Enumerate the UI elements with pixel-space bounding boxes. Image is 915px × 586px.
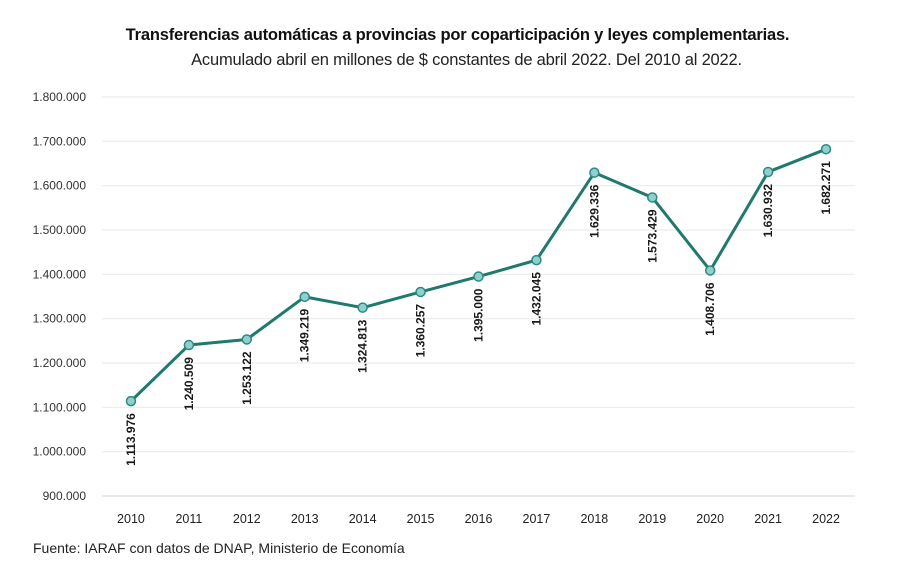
- data-label: 1.324.813: [356, 319, 370, 373]
- data-point-marker: [357, 302, 368, 313]
- source-note: Fuente: IARAF con datos de DNAP, Ministe…: [33, 540, 405, 556]
- data-label: 1.630.932: [761, 184, 775, 238]
- gridlines: [102, 96, 855, 497]
- y-tick-label: 1.800.000: [33, 90, 87, 104]
- data-label: 1.113.976: [124, 413, 138, 466]
- data-point-marker: [241, 334, 253, 345]
- data-label: 1.573.429: [645, 209, 659, 263]
- data-point-marker: [125, 395, 137, 407]
- y-tick-label: 1.700.000: [33, 134, 87, 148]
- data-labels: 1.113.976 1.240.509 1.253.122 1.349.219 1.32…: [124, 161, 833, 466]
- y-axis: 900.000 1.000.000 1.100.000 1.200.000 1.300.…: [33, 90, 87, 503]
- data-point-marker: [183, 339, 195, 351]
- x-tick-label: 2012: [233, 512, 261, 526]
- y-tick-label: 900.000: [43, 489, 87, 503]
- data-point-marker: [704, 265, 716, 276]
- x-tick-label: 2010: [117, 512, 145, 526]
- y-tick-label: 1.200.000: [33, 356, 87, 370]
- data-label: 1.349.219: [298, 309, 312, 363]
- data-point-marker: [647, 192, 658, 203]
- y-tick-label: 1.500.000: [33, 223, 87, 237]
- y-tick-label: 1.600.000: [33, 179, 87, 193]
- x-tick-label: 2016: [465, 512, 493, 526]
- x-tick-label: 2014: [349, 512, 377, 526]
- x-tick-label: 2015: [407, 512, 435, 526]
- data-label: 1.395.000: [472, 288, 486, 342]
- data-point-marker: [299, 291, 310, 303]
- data-label: 1.682.271: [819, 161, 833, 215]
- data-label: 1.240.509: [182, 357, 196, 411]
- y-tick-label: 1.300.000: [33, 312, 87, 326]
- x-tick-label: 2020: [696, 512, 724, 526]
- series-markers: [125, 143, 832, 407]
- data-point-marker: [415, 286, 426, 298]
- chart-subtitle: Acumulado abril en millones de $ constan…: [191, 51, 742, 69]
- data-label: 1.408.706: [703, 282, 717, 336]
- x-tick-label: 2022: [812, 512, 840, 526]
- data-label: 1.629.336: [587, 184, 601, 238]
- data-label: 1.253.122: [240, 351, 254, 405]
- data-point-marker: [820, 143, 832, 155]
- x-tick-label: 2017: [523, 512, 551, 526]
- y-tick-label: 1.100.000: [33, 400, 87, 414]
- x-tick-label: 2018: [580, 512, 608, 526]
- chart-title: Transferencias automáticas a provincias …: [125, 26, 790, 44]
- x-tick-label: 2019: [638, 512, 666, 526]
- x-tick-label: 2021: [754, 512, 782, 526]
- x-axis: 2010 2011 2012 2013 2014 2015 2016 2017 2018 2019…: [117, 512, 840, 526]
- data-point-marker: [531, 254, 542, 266]
- y-tick-label: 1.000.000: [33, 445, 87, 459]
- data-label: 1.360.257: [414, 304, 428, 358]
- x-tick-label: 2011: [175, 512, 202, 526]
- data-point-marker: [473, 271, 484, 282]
- data-label: 1.432.045: [529, 272, 543, 326]
- y-tick-label: 1.400.000: [33, 267, 87, 281]
- x-tick-label: 2013: [291, 512, 319, 526]
- data-point-marker: [589, 167, 600, 178]
- data-point-marker: [762, 166, 774, 178]
